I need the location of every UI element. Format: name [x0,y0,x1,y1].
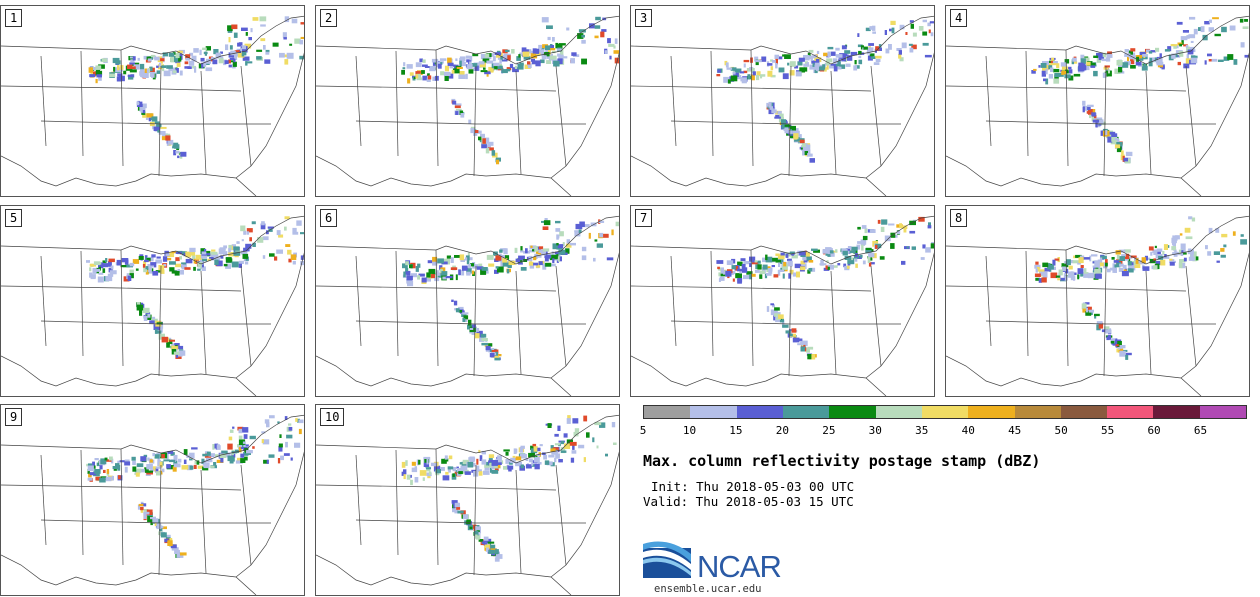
colorbar-tick-label: 45 [1008,424,1022,437]
colorbar-segment [782,406,830,418]
ncar-logo-text: NCAR [697,549,782,584]
ensemble-member-panel: 2 [315,5,620,197]
colorbar-tick-label: 35 [915,424,929,437]
colorbar-segment [1107,406,1154,418]
ensemble-member-panel: 7 [630,205,935,397]
reflectivity-colorbar [643,405,1247,419]
colorbar-segment [644,406,691,418]
ensemble-member-panel: 6 [315,205,620,397]
colorbar-segment [921,406,969,418]
plot-title: Max. column reflectivity postage stamp (… [643,452,1041,470]
colorbar-ticks: 5 10 15 20 25 30 35 40 45 50 55 60 65 [639,424,1247,438]
member-label: 10 [320,408,345,426]
colorbar-tick-label: 15 [729,424,743,437]
member-label: 6 [320,209,338,227]
colorbar-tick-label: 10 [682,424,697,437]
colorbar-segment [736,406,783,418]
site-url: ensemble.ucar.edu [654,583,762,595]
colorbar-segment [690,406,737,418]
member-label: 5 [5,209,23,227]
ensemble-member-panel: 5 [0,205,305,397]
member-label: 2 [320,9,338,27]
ensemble-member-panel: 8 [945,205,1250,397]
member-label: 9 [5,408,23,426]
colorbar-tick-label: 55 [1100,424,1115,437]
member-label: 8 [950,209,968,227]
colorbar-segment [1060,406,1108,418]
colorbar-segment [1199,406,1247,418]
colorbar-tick-label: 40 [961,424,975,437]
colorbar-tick-label: 65 [1193,424,1208,437]
ensemble-member-panel: 9 [0,404,305,596]
ensemble-member-panel: 4 [945,5,1250,197]
colorbar-tick-label: 60 [1147,424,1161,437]
colorbar-segment [875,406,922,418]
member-label: 1 [5,9,23,27]
colorbar-tick-label: 30 [868,424,882,437]
ensemble-member-panel: 10 [315,404,620,596]
member-label: 4 [950,9,968,27]
ensemble-member-panel: 1 [0,5,305,197]
ensemble-member-panel: 3 [630,5,935,197]
colorbar-tick-label: 5 [639,424,647,437]
colorbar-tick-label: 25 [822,424,836,437]
colorbar-segment [1014,406,1061,418]
colorbar-segment [1153,406,1200,418]
ncar-logo-icon [643,541,691,578]
colorbar-segment [829,406,876,418]
member-label: 7 [635,209,653,227]
colorbar-tick-label: 20 [775,424,789,437]
colorbar-tick-label: 50 [1054,424,1068,437]
colorbar-segment [968,406,1015,418]
member-label: 3 [635,9,653,27]
valid-time: Valid: Thu 2018-05-03 15 UTC [643,494,854,509]
init-time: Init: Thu 2018-05-03 00 UTC [651,479,855,494]
